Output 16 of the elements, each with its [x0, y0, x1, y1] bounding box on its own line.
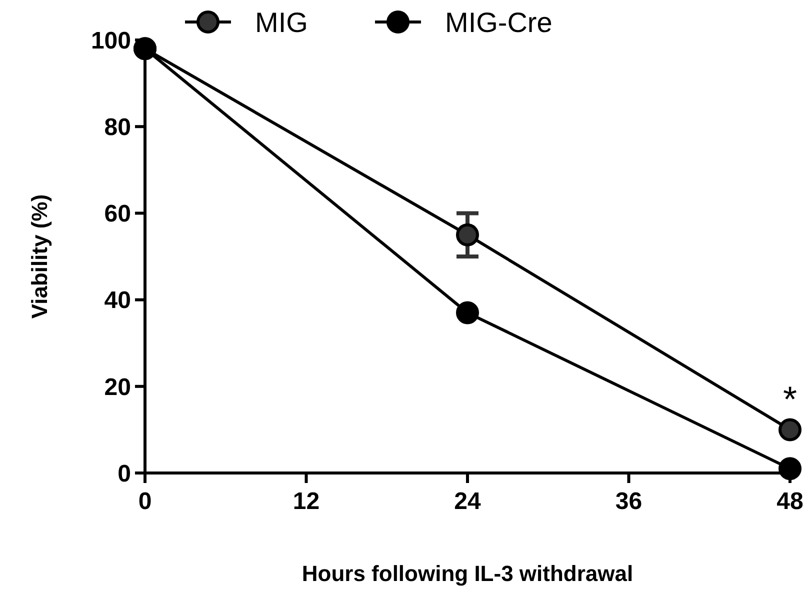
x-tick-label: 12 [292, 488, 320, 515]
y-tick-label: 0 [118, 460, 131, 488]
y-tick-label: 40 [104, 287, 131, 314]
x-tick-label: 36 [615, 488, 642, 515]
annotation: * [782, 378, 798, 420]
legend-label: MIG [255, 6, 308, 38]
x-tick-label: 48 [776, 488, 804, 515]
y-axis-title: Viability (%) [27, 194, 52, 319]
y-tick-label: 80 [104, 114, 131, 141]
x-tick-label: 0 [138, 488, 152, 515]
y-tick-label: 100 [90, 27, 131, 54]
y-tick-label: 20 [104, 374, 131, 401]
y-tick-label: 60 [104, 200, 131, 228]
x-tick-label: 24 [454, 488, 482, 515]
legend-label: MIG-Cre [445, 6, 552, 38]
x-axis-title: Hours following IL-3 withdrawal [302, 561, 634, 586]
